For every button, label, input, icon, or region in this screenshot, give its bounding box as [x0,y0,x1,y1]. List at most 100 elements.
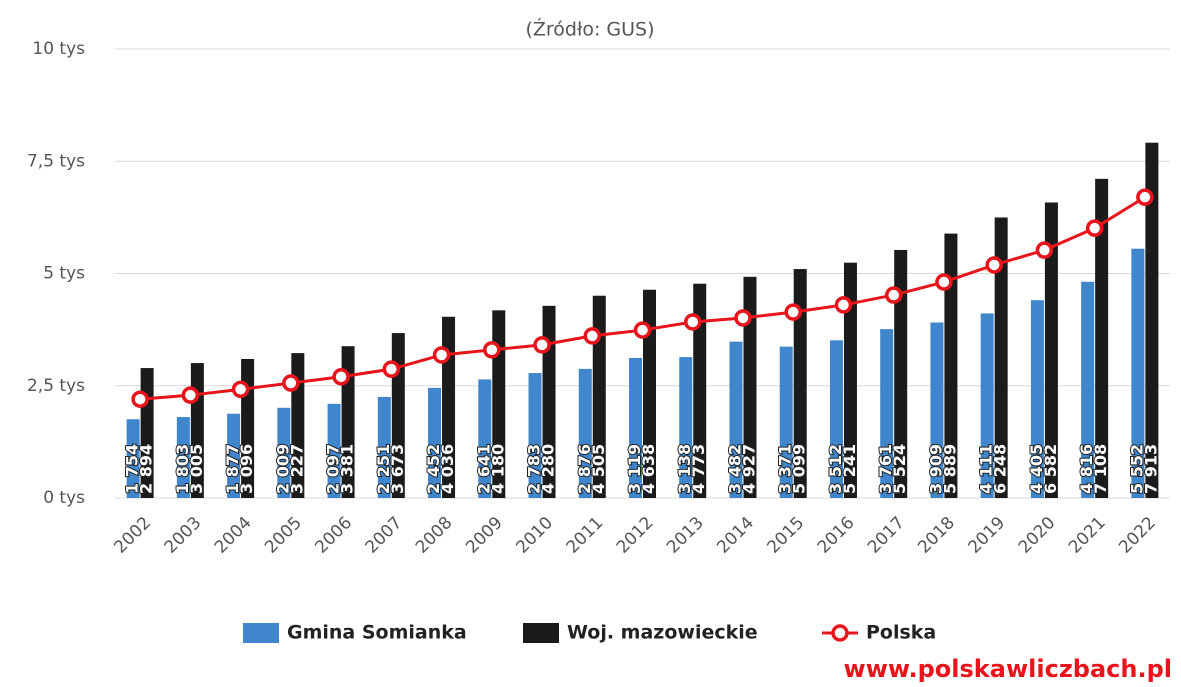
value-label: 5 241 [840,444,859,494]
value-label: 2 452 [424,444,443,494]
y-tick-label: 5 tys [43,264,85,284]
bar [729,341,743,498]
bar [478,379,492,498]
x-tick-label: 2020 [1015,513,1060,558]
line-marker [935,273,953,291]
line-marker [432,346,451,364]
value-label: 5 552 [1127,444,1146,494]
line-marker [583,327,602,345]
x-tick-label: 2005 [261,513,306,558]
bar [793,269,807,498]
x-tick-label: 2013 [663,513,708,558]
x-tick-label: 2009 [462,513,507,558]
x-tick-label: 2014 [713,513,758,558]
bar [779,346,793,498]
value-label: 6 582 [1041,444,1060,494]
value-label: 1 754 [123,444,142,494]
line-marker [1085,219,1104,237]
value-label: 4 280 [539,444,558,494]
bar [1030,300,1044,498]
bar [528,373,542,498]
value-label: 6 248 [991,444,1010,494]
bar [428,387,442,498]
y-tick-label: 10 tys [32,39,85,59]
x-tick-label: 2016 [814,513,859,558]
bar [1145,142,1159,498]
line-marker [181,386,200,404]
line-marker [332,368,350,386]
bar [829,340,843,498]
value-label: 3 096 [237,444,256,494]
value-label: 2 641 [474,444,493,494]
legend-swatch [831,624,849,642]
value-label: 4 180 [488,444,507,494]
x-tick-label: 2003 [161,513,206,558]
value-label: 5 889 [940,444,959,494]
line-marker [1136,188,1154,206]
value-label: 3 909 [926,444,945,494]
x-tick-label: 2007 [362,513,407,558]
bar [679,357,693,498]
line-marker [382,360,401,378]
line-marker [884,286,903,304]
y-tick-label: 0 tys [43,488,85,508]
line-marker [231,380,250,399]
bar [1044,202,1058,498]
y-tick-label: 7,5 tys [27,151,85,171]
value-label: 2 876 [575,444,594,494]
bar [643,289,656,498]
bar [994,217,1008,499]
watermark: www.polskawliczbach.pl [844,655,1172,683]
value-label: 4 036 [438,444,457,494]
value-label: 3 761 [876,444,895,494]
line-marker [483,341,501,359]
x-tick-label: 2011 [563,513,608,558]
subtitle: (Źródło: GUS) [525,18,654,41]
legend-swatch [243,623,279,643]
bar [629,357,642,498]
bar [743,276,757,498]
value-label: 1 877 [223,444,242,494]
value-label: 7 108 [1091,444,1110,494]
x-tick-label: 2002 [110,513,155,558]
legend-label: Gmina Somianka [287,622,467,644]
bar [980,313,994,498]
value-label: 4 405 [1027,444,1046,494]
value-label: 4 638 [639,444,658,494]
value-label: 4 816 [1077,444,1096,494]
x-tick-label: 2008 [412,513,457,558]
x-tick-label: 2018 [914,513,959,558]
value-label: 2 251 [374,444,393,494]
bar [277,407,291,498]
value-label: 3 227 [287,444,306,494]
value-label: 5 524 [890,444,909,494]
line-marker [683,313,702,331]
line-marker [834,296,853,314]
value-label: 4 111 [977,444,996,494]
x-tick-label: 2004 [211,513,256,558]
line-marker [282,374,300,392]
value-label: 3 138 [675,444,694,494]
value-label: 4 773 [689,444,708,494]
value-label: 5 099 [790,444,809,494]
bar [1131,248,1145,498]
bar [1095,178,1109,498]
legend-label: Woj. mazowieckie [567,622,758,644]
x-tick-label: 2019 [965,513,1010,558]
value-label: 2 009 [273,444,292,494]
x-tick-label: 2015 [764,513,809,558]
bar [578,368,592,498]
line-marker [533,336,551,354]
x-tick-label: 2017 [864,513,909,558]
value-label: 3 371 [776,444,795,494]
bar [880,329,894,498]
bar [592,295,606,498]
value-label: 3 512 [826,444,845,494]
line-marker [734,309,752,327]
bar [542,305,556,498]
bar [944,233,958,498]
line [139,195,1146,401]
legend-swatch [523,623,559,643]
value-label: 3 381 [338,444,357,494]
